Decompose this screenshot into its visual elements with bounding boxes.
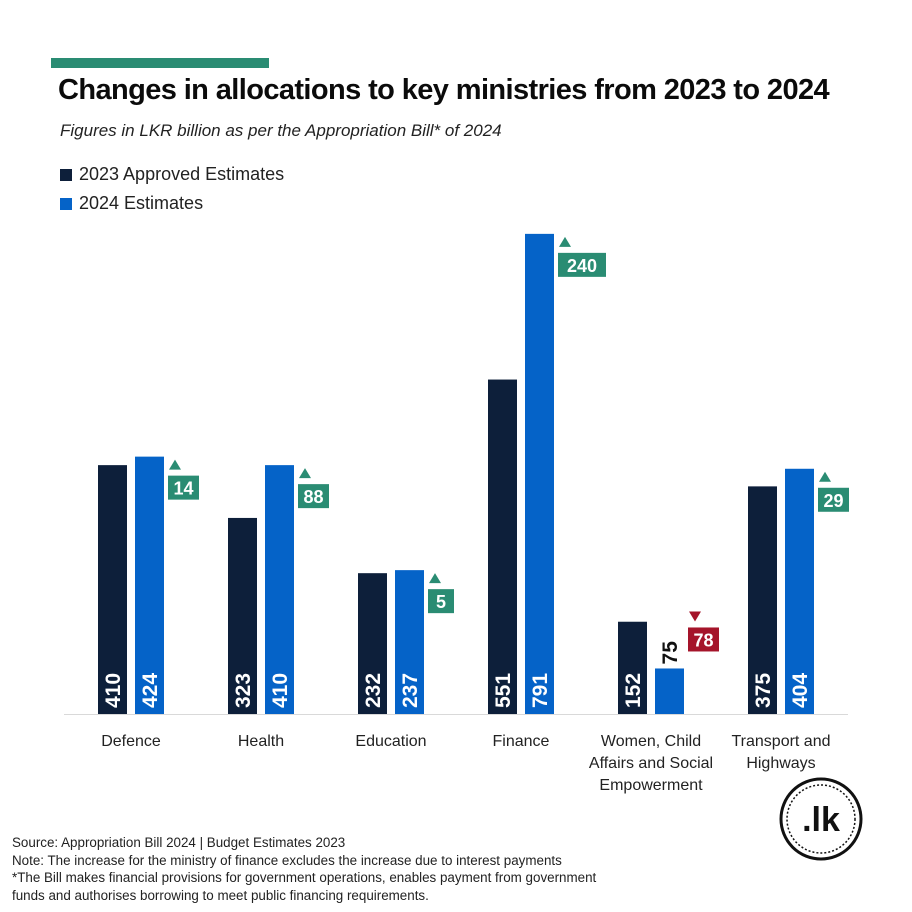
value-label-2023: 551 [492, 673, 515, 708]
increase-arrow-icon [559, 236, 571, 247]
value-label-2024: 410 [269, 673, 292, 708]
bar-2024 [525, 233, 554, 714]
bar-2023 [618, 621, 647, 714]
value-label-2024: 75 [659, 641, 682, 665]
value-label-2023: 152 [622, 673, 645, 708]
category-label: Women, Child [601, 733, 701, 750]
change-value: 88 [303, 487, 323, 507]
bar-2024 [655, 668, 684, 714]
increase-arrow-icon [429, 573, 441, 584]
value-label-2024: 791 [529, 673, 552, 708]
bar-2023 [488, 379, 517, 714]
interest-note: Note: The increase for the ministry of f… [12, 852, 562, 868]
legend-swatch-2024 [60, 197, 72, 210]
footnote-line-1: *The Bill makes financial provisions for… [12, 870, 597, 885]
bar-2023 [358, 573, 387, 714]
change-badge [818, 487, 849, 512]
decrease-arrow-icon [689, 611, 701, 622]
change-badge [688, 627, 719, 652]
logo-outer-ring [779, 777, 863, 861]
bar-2024 [265, 465, 294, 714]
legend-label-2024: 2024 Estimates [79, 193, 204, 213]
legend-swatch-2023 [60, 168, 72, 181]
bar-2024 [785, 468, 814, 714]
increase-arrow-icon [169, 459, 181, 470]
change-value: 14 [173, 479, 193, 499]
chart-title: Changes in allocations to key ministries… [58, 74, 830, 106]
category-label: Health [238, 733, 284, 750]
value-label-2024: 237 [399, 673, 422, 708]
change-badge [298, 484, 329, 509]
change-value: 29 [823, 491, 843, 511]
bar-2023 [228, 517, 257, 714]
category-label: Highways [746, 755, 815, 772]
value-label-2024: 404 [789, 673, 812, 708]
logo-inner-ring [786, 784, 856, 854]
increase-arrow-icon [299, 468, 311, 479]
change-value: 78 [693, 630, 713, 650]
category-label: Transport and [731, 733, 830, 750]
value-label-2023: 375 [752, 673, 775, 708]
change-badge [168, 475, 199, 500]
accent-bar [51, 58, 269, 68]
category-label: Finance [493, 733, 550, 750]
source-note: Source: Appropriation Bill 2024 | Budget… [12, 835, 346, 850]
value-label-2023: 323 [232, 673, 255, 708]
footnote-line-2: funds and authorises borrowing to meet p… [12, 887, 429, 903]
category-label: Defence [101, 733, 161, 750]
category-label: Education [355, 733, 426, 750]
footer-notes: Source: Appropriation Bill 2024 | Budget… [12, 834, 652, 904]
change-value: 240 [567, 256, 597, 276]
legend-item-2023: 2023 Approved Estimates [60, 164, 284, 185]
bar-2023 [98, 465, 127, 714]
bar-2024 [135, 456, 164, 714]
value-label-2023: 410 [102, 673, 125, 708]
change-badge [428, 589, 454, 614]
legend-item-2024: 2024 Estimates [60, 193, 203, 214]
change-value: 5 [436, 592, 446, 612]
legend-label-2023: 2023 Approved Estimates [79, 164, 285, 184]
value-label-2024: 424 [139, 673, 162, 708]
category-label: Affairs and Social [589, 755, 713, 772]
increase-arrow-icon [819, 471, 831, 482]
chart-subtitle: Figures in LKR billion as per the Approp… [60, 121, 502, 140]
site-logo: .lk [779, 777, 863, 861]
category-label: Empowerment [599, 777, 703, 794]
value-label-2023: 232 [362, 673, 385, 708]
logo-text: .lk [802, 801, 840, 839]
change-badge [558, 252, 606, 277]
bar-2024 [395, 570, 424, 714]
bar-2023 [748, 486, 777, 714]
